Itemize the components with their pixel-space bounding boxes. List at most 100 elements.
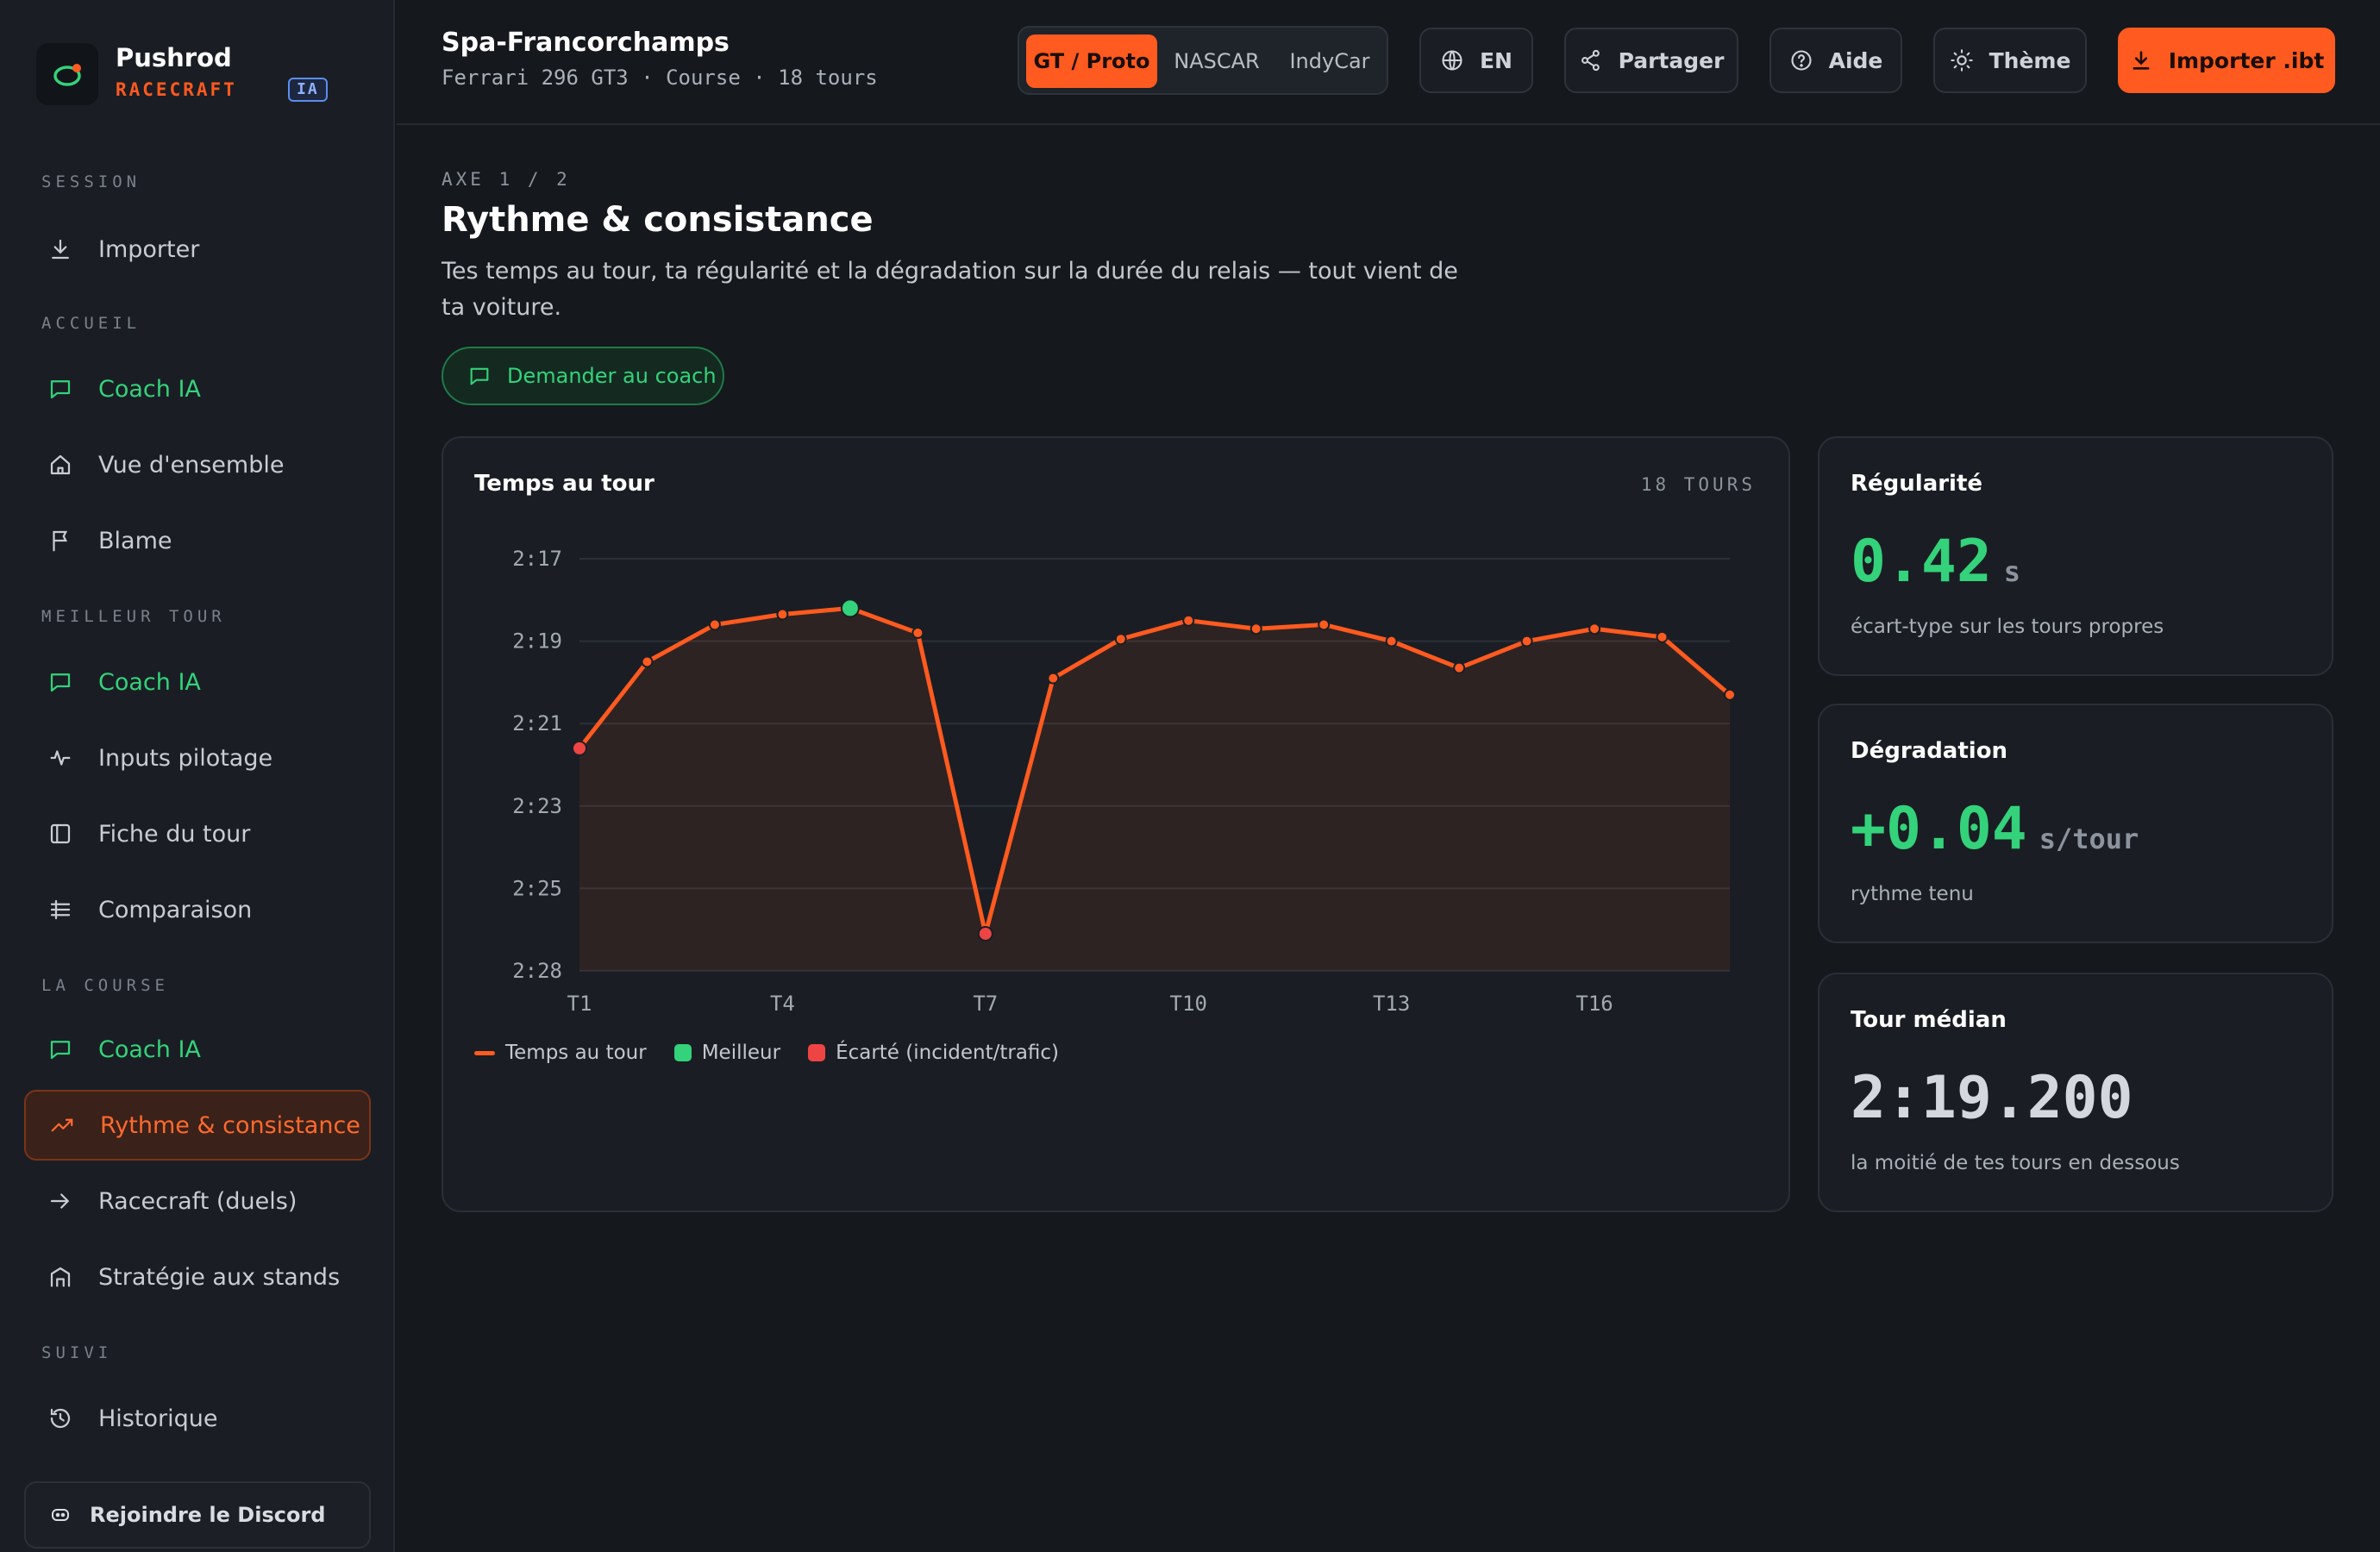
x-tick-label: T13 xyxy=(1373,992,1410,1016)
stat-description: la moitié de tes tours en dessous xyxy=(1851,1152,2180,1174)
legend-outlier-swatch xyxy=(808,1044,826,1061)
legend-best-label: Meilleur xyxy=(701,1042,781,1064)
stat-unit: s/tour xyxy=(2039,823,2139,855)
import-ibt-label: Importer .ibt xyxy=(2168,47,2325,73)
legend-item-line: Temps au tour xyxy=(474,1042,647,1064)
y-tick-label: 2:21 xyxy=(512,711,562,735)
legend-best-swatch xyxy=(673,1044,692,1061)
sidebar-item-importer[interactable]: Importer xyxy=(24,214,371,285)
help-label: Aide xyxy=(1828,47,1883,73)
sidebar-item-label: Importer xyxy=(98,235,200,263)
brand-badge: IA xyxy=(288,78,328,102)
sidebar-item-label: Coach IA xyxy=(98,668,201,696)
discord-button[interactable]: Rejoindre le Discord xyxy=(24,1481,371,1549)
chart-title: Temps au tour xyxy=(474,471,654,497)
x-tick-label: T10 xyxy=(1170,992,1207,1016)
sidebar-item-coach-accueil[interactable]: Coach IA xyxy=(24,354,371,424)
theme-button[interactable]: Thème xyxy=(1933,28,2087,93)
sidebar-item-compare[interactable]: Comparaison xyxy=(24,874,371,945)
axis-tag: AXE 1 / 2 xyxy=(442,169,571,190)
sidebar-item-lap-sheet[interactable]: Fiche du tour xyxy=(24,798,371,869)
session-subtitle: Ferrari 296 GT3 · Course · 18 tours xyxy=(442,66,878,90)
sidebar-item-overview[interactable]: Vue d'ensemble xyxy=(24,429,371,500)
legend-outlier-label: Écarté (incident/trafic) xyxy=(836,1042,1060,1064)
median-lap-card: Tour médian 2:19.200 la moitié de tes to… xyxy=(1818,973,2333,1212)
sidebar-item-inputs[interactable]: Inputs pilotage xyxy=(24,723,371,793)
page-title: Rythme & consistance xyxy=(442,200,874,240)
series-option-gt-proto[interactable]: GT / Proto xyxy=(1026,34,1157,88)
stat-title: Tour médian xyxy=(1851,1007,2007,1033)
data-point xyxy=(1724,688,1736,701)
help-button[interactable]: Aide xyxy=(1769,28,1902,93)
discord-label: Rejoindre le Discord xyxy=(90,1503,326,1527)
section-label-meilleur-tour: MEILLEUR TOUR xyxy=(41,607,226,626)
consistency-card: Régularité 0.42 s écart-type sur les tou… xyxy=(1818,436,2333,676)
stat-title: Dégradation xyxy=(1851,738,2008,764)
data-point xyxy=(1656,630,1669,643)
ask-coach-button[interactable]: Demander au coach xyxy=(442,347,724,405)
x-tick-label: T7 xyxy=(973,992,998,1016)
sidebar-item-label: Coach IA xyxy=(98,375,201,403)
sidebar: Pushrod RACECRAFT IA SESSION Importer AC… xyxy=(0,0,395,1552)
sidebar-item-label: Vue d'ensemble xyxy=(98,451,285,479)
data-point xyxy=(641,655,654,668)
sidebar-item-label: Blame xyxy=(98,527,172,554)
sun-icon xyxy=(1950,47,1976,73)
sidebar-item-label: Historique xyxy=(98,1405,218,1432)
sidebar-item-blame[interactable]: Blame xyxy=(24,505,371,576)
sidebar-item-pit-strategy[interactable]: Stratégie aux stands xyxy=(24,1242,371,1312)
stat-description: écart-type sur les tours propres xyxy=(1851,616,2164,638)
garage-icon xyxy=(45,1261,76,1292)
data-point xyxy=(1588,623,1601,635)
series-option-indycar[interactable]: IndyCar xyxy=(1289,49,1370,73)
data-point xyxy=(1047,672,1060,685)
stat-value: +0.04 s/tour xyxy=(1851,795,2139,863)
import-ibt-button[interactable]: Importer .ibt xyxy=(2118,28,2335,93)
data-point xyxy=(1318,618,1331,631)
legend-line-label: Temps au tour xyxy=(505,1042,647,1064)
sheet-icon xyxy=(45,818,76,849)
y-tick-label: 2:17 xyxy=(512,547,562,571)
brand-subtitle: RACECRAFT xyxy=(116,79,237,100)
ask-coach-label: Demander au coach xyxy=(507,364,717,388)
sidebar-item-label: Stratégie aux stands xyxy=(98,1263,341,1291)
globe-icon xyxy=(1440,47,1466,73)
data-point xyxy=(1453,661,1466,674)
page-description: Tes temps au tour, ta régularité et la d… xyxy=(442,258,1458,321)
section-label-accueil: ACCUEIL xyxy=(41,314,141,333)
series-option-nascar[interactable]: NASCAR xyxy=(1174,49,1260,73)
share-button[interactable]: Partager xyxy=(1564,28,1738,93)
data-point xyxy=(1520,635,1533,648)
data-point xyxy=(1250,623,1262,635)
legend-line-swatch xyxy=(474,1050,495,1055)
chat-icon xyxy=(467,363,493,389)
chat-icon xyxy=(45,373,76,404)
sidebar-item-label: Rythme & consistance xyxy=(100,1111,360,1139)
sidebar-item-pace-consistency[interactable]: Rythme & consistance xyxy=(24,1090,371,1161)
data-point xyxy=(1182,614,1195,627)
y-tick-label: 2:28 xyxy=(512,959,562,983)
data-point xyxy=(776,608,789,621)
language-button[interactable]: EN xyxy=(1419,28,1533,93)
sidebar-item-coach-best-lap[interactable]: Coach IA xyxy=(24,647,371,717)
sidebar-item-history[interactable]: Historique xyxy=(24,1383,371,1454)
sidebar-item-label: Racecraft (duels) xyxy=(98,1187,298,1215)
stat-number: 2:19.200 xyxy=(1851,1064,2133,1132)
download-icon xyxy=(2129,47,2155,73)
sidebar-item-label: Coach IA xyxy=(98,1036,201,1063)
sidebar-item-racecraft[interactable]: Racecraft (duels) xyxy=(24,1166,371,1236)
legend-item-outlier: Écarté (incident/trafic) xyxy=(808,1042,1059,1064)
series-line xyxy=(577,605,1732,936)
section-label-suivi: SUIVI xyxy=(41,1343,113,1362)
theme-label: Thème xyxy=(1989,47,2071,73)
flag-icon xyxy=(45,525,76,556)
track-name: Spa-Francorchamps xyxy=(442,28,730,58)
language-label: EN xyxy=(1479,47,1513,73)
x-tick-label: T1 xyxy=(567,992,592,1016)
sidebar-item-coach-race[interactable]: Coach IA xyxy=(24,1014,371,1085)
chat-icon xyxy=(45,666,76,698)
stat-value: 0.42 s xyxy=(1851,528,2020,596)
outlier-point xyxy=(572,740,587,756)
brand-name: Pushrod xyxy=(116,43,232,72)
area-fill xyxy=(579,608,1730,971)
